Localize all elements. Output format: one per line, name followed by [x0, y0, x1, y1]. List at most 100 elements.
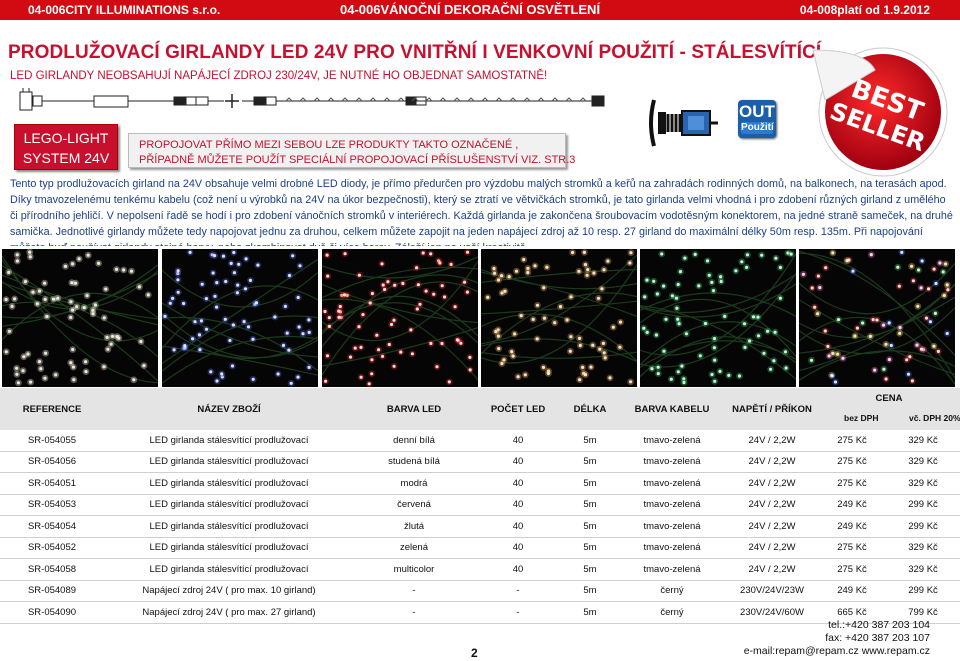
cell-price-ex-vat: 665 Kč [818, 601, 886, 624]
led-marker [327, 97, 335, 102]
pouziti-label: Použití [741, 122, 774, 134]
cell-led-count: - [474, 601, 562, 624]
col-led-color: BARVA LED [354, 388, 474, 430]
table-row: SR-054089 Napájecí zdroj 24V ( pro max. … [0, 580, 960, 602]
cell-product-name: Napájecí zdroj 24V ( pro max. 27 girland… [104, 601, 354, 624]
cell-length: 5m [562, 537, 618, 559]
contact-email-web: e-mail:repam@repam.cz www.repam.cz [743, 645, 930, 657]
cell-length: 5m [562, 451, 618, 473]
product-table: REFERENCE NÁZEV ZBOŽÍ BARVA LED POČET LE… [0, 388, 960, 624]
cell-product-name: Napájecí zdroj 24V ( pro max. 10 girland… [104, 580, 354, 602]
led-marker [285, 97, 293, 102]
cell-reference: SR-054052 [0, 537, 104, 559]
product-photo [2, 249, 158, 387]
col-cable-color: BARVA KABELU [618, 388, 726, 430]
cell-cable-color: tmavo-zelená [618, 451, 726, 473]
header-company: 04-006CITY ILLUMINATIONS s.r.o. [28, 3, 221, 17]
cell-price-ex-vat: 249 Kč [818, 494, 886, 516]
cell-price-ex-vat: 275 Kč [818, 558, 886, 581]
cell-price-inc-vat: 329 Kč [886, 472, 960, 495]
led-marker [565, 97, 573, 102]
cell-reference: SR-054089 [0, 580, 104, 602]
cell-led-count: 40 [474, 515, 562, 538]
table-row: SR-054090 Napájecí zdroj 24V ( pro max. … [0, 601, 960, 624]
led-garland-image [640, 249, 796, 386]
led-marker [383, 97, 391, 102]
led-marker [341, 97, 349, 102]
cell-reference: SR-054090 [0, 601, 104, 624]
cell-price-ex-vat: 249 Kč [818, 515, 886, 538]
lego-line-1: LEGO-LIGHT [23, 130, 109, 146]
note-line-1: PROPOJOVAT PŘÍMO MEZI SEBOU LZE PRODUKTY… [139, 139, 519, 151]
cell-led-count: 40 [474, 494, 562, 516]
page-number: 2 [471, 646, 478, 660]
led-marker [537, 97, 545, 102]
cell-cable-color: tmavo-zelená [618, 558, 726, 581]
col-power: NAPĚTÍ / PŘÍKON [726, 388, 818, 430]
cell-cable-color: tmavo-zelená [618, 430, 726, 452]
led-garland-image [162, 249, 318, 387]
cell-power: 24V / 2,2W [726, 472, 818, 495]
table-row: SR-054052 LED girlanda stálesvítící prod… [0, 537, 960, 559]
cell-power: 24V / 2,2W [726, 494, 818, 516]
led-marker [299, 97, 307, 102]
led-marker [551, 97, 559, 102]
lego-light-badge: LEGO-LIGHT SYSTEM 24V [14, 124, 118, 170]
cell-product-name: LED girlanda stálesvítící prodlužovací [104, 430, 354, 452]
cell-product-name: LED girlanda stálesvítící prodlužovací [104, 451, 354, 473]
header-bar: 04-006CITY ILLUMINATIONS s.r.o. 04-006VÁ… [0, 0, 960, 20]
product-photo [162, 249, 318, 387]
col-product-name: NÁZEV ZBOŽÍ [104, 388, 354, 430]
cell-cable-color: černý [618, 580, 726, 602]
product-photo [640, 249, 796, 387]
page-title: PRODLUŽOVACÍ GIRLANDY LED 24V PRO VNITŘN… [8, 42, 822, 63]
description-paragraph-1: Tento typ prodlužovacích girland na 24V … [10, 178, 947, 222]
cell-reference: SR-054053 [0, 494, 104, 516]
header-catalog-title: 04-006VÁNOČNÍ DEKORAČNÍ OSVĚTLENÍ [340, 2, 601, 17]
col-reference: REFERENCE [0, 388, 104, 430]
cell-price-ex-vat: 275 Kč [818, 451, 886, 473]
cell-length: 5m [562, 601, 618, 624]
table-row: SR-054056 LED girlanda stálesvítící prod… [0, 451, 960, 473]
cell-power: 24V / 2,2W [726, 537, 818, 559]
cell-led-color: modrá [354, 472, 474, 495]
cell-product-name: LED girlanda stálesvítící prodlužovací [104, 472, 354, 495]
led-marker [313, 97, 321, 102]
cell-price-inc-vat: 329 Kč [886, 430, 960, 452]
col-led-count: POČET LED [474, 388, 562, 430]
table-row: SR-054055 LED girlanda stálesvítící prod… [0, 430, 960, 452]
contact-phone: tel.:+420 387 203 104 [828, 619, 930, 631]
cell-reference: SR-054051 [0, 472, 104, 495]
cell-led-color: denní bílá [354, 430, 474, 452]
out-label: OUT [739, 102, 775, 121]
cell-product-name: LED girlanda stálesvítící prodlužovací [104, 515, 354, 538]
page-subtitle: LED GIRLANDY NEOBSAHUJÍ NAPÁJECÍ ZDROJ 2… [10, 70, 548, 82]
bestseller-badge: BEST SELLER [812, 47, 948, 177]
product-photo [481, 249, 637, 387]
contact-fax: fax: +420 387 203 107 [825, 632, 930, 644]
product-photo [322, 249, 478, 387]
cell-led-count: 40 [474, 558, 562, 581]
led-marker [453, 97, 461, 102]
table-row: SR-054054 LED girlanda stálesvítící prod… [0, 515, 960, 538]
cell-led-count: - [474, 580, 562, 602]
led-marker [397, 97, 405, 102]
product-description: Tento typ prodlužovacích girland na 24V … [10, 176, 954, 246]
cell-length: 5m [562, 515, 618, 538]
col-price: CENA bez DPH vč. DPH 20% [818, 388, 960, 430]
cell-price-inc-vat: 299 Kč [886, 580, 960, 602]
cell-product-name: LED girlanda stálesvítící prodlužovací [104, 494, 354, 516]
cell-cable-color: černý [618, 601, 726, 624]
led-marker [579, 97, 587, 102]
cell-length: 5m [562, 494, 618, 516]
led-marker [425, 97, 433, 102]
cell-price-ex-vat: 275 Kč [818, 537, 886, 559]
col-length: DÉLKA [562, 388, 618, 430]
cell-price-inc-vat: 329 Kč [886, 537, 960, 559]
description-paragraph-2: Každá girlanda je zakončena šroubovacím … [10, 210, 953, 246]
led-marker [411, 97, 419, 102]
led-garland-image [2, 249, 158, 387]
cell-led-count: 40 [474, 472, 562, 495]
cell-price-ex-vat: 275 Kč [818, 472, 886, 495]
cell-power: 230V/24V/23W [726, 580, 818, 602]
